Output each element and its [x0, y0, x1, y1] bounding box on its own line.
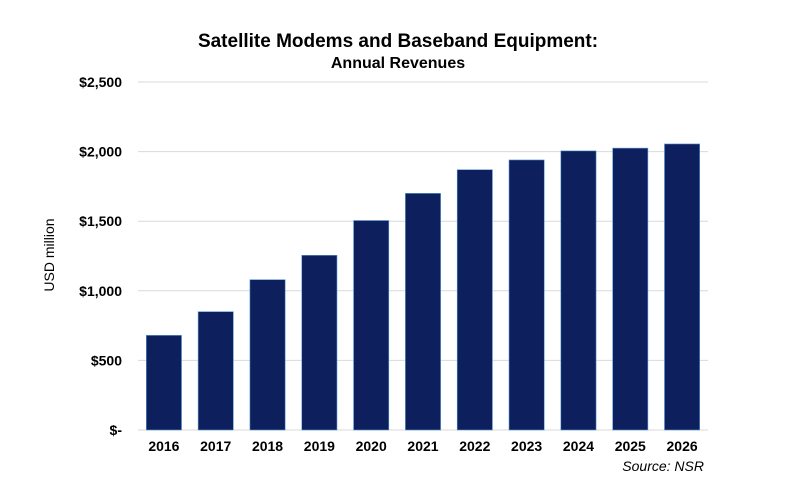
x-tick-label: 2017	[200, 438, 231, 454]
bar	[145, 335, 182, 431]
x-tick-label: 2023	[511, 438, 542, 454]
y-axis-ticks: $- $500 $1,000 $1,500 $2,000 $2,500	[79, 74, 122, 438]
bar	[664, 143, 701, 431]
bar	[508, 159, 545, 431]
bar	[456, 169, 493, 431]
source-note: Source: NSR	[622, 458, 704, 474]
x-tick-label: 2024	[563, 438, 594, 454]
y-tick-label: $2,500	[79, 74, 122, 90]
chart-title: Satellite Modems and Baseband Equipment:	[198, 31, 598, 52]
x-tick-label: 2019	[304, 438, 335, 454]
x-tick-label: 2025	[615, 438, 646, 454]
bar	[560, 150, 597, 431]
x-axis-ticks: 2016 2017 2018 2019 2020 2021 2022 2023 2024 2025…	[148, 438, 698, 454]
y-tick-label: $2,000	[79, 144, 122, 160]
y-tick-label: $1,500	[79, 213, 122, 229]
bars	[145, 143, 701, 431]
x-tick-label: 2020	[356, 438, 387, 454]
x-tick-label: 2018	[252, 438, 283, 454]
bar	[249, 279, 286, 431]
x-tick-label: 2022	[459, 438, 490, 454]
bar	[353, 220, 390, 431]
y-tick-label: $-	[110, 422, 123, 438]
bar	[301, 255, 338, 431]
y-tick-label: $1,000	[79, 283, 122, 299]
y-tick-label: $500	[91, 352, 122, 368]
x-tick-label: 2026	[667, 438, 698, 454]
x-tick-label: 2021	[407, 438, 438, 454]
bar	[405, 193, 441, 431]
chart-subtitle: Annual Revenues	[331, 55, 465, 72]
bar	[197, 311, 234, 431]
y-axis-label: USD million	[41, 218, 57, 291]
x-tick-label: 2016	[148, 438, 179, 454]
bar	[612, 147, 649, 431]
